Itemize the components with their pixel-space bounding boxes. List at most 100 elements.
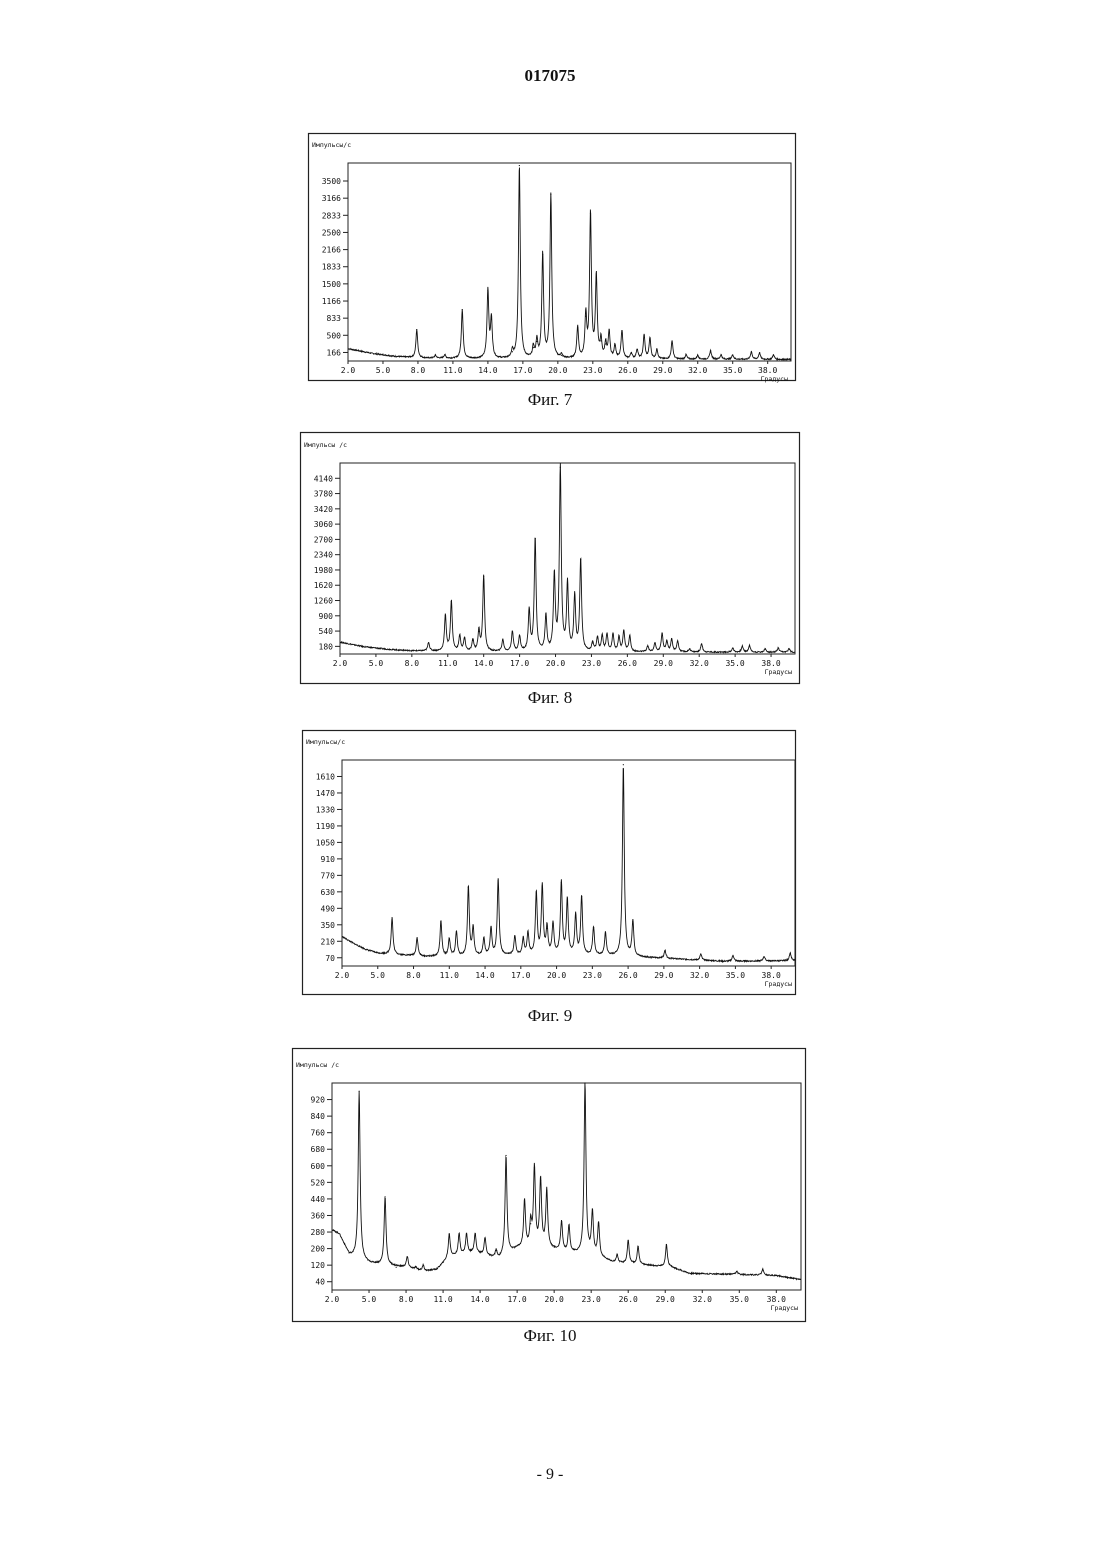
peak-point — [759, 352, 760, 353]
peak-point — [666, 641, 667, 642]
peak-point — [574, 597, 575, 598]
peak-point — [440, 921, 441, 922]
peak-point — [581, 896, 582, 897]
y-tick-label: 40 — [315, 1278, 325, 1287]
peak-point — [416, 329, 417, 330]
peak-point — [732, 354, 733, 355]
peak-point — [519, 165, 520, 166]
diffraction-trace — [342, 768, 795, 962]
figure-9: Импульсы/с161014701330119010509107706304… — [302, 730, 796, 995]
peak-point — [629, 636, 630, 637]
peak-point — [628, 1240, 629, 1241]
y-tick-label: 180 — [319, 642, 334, 651]
peak-point — [478, 631, 479, 632]
peak-point — [550, 194, 551, 195]
y-tick-label: 520 — [311, 1178, 326, 1187]
plot-area — [332, 1083, 801, 1290]
peak-point — [605, 932, 606, 933]
peak-point — [677, 641, 678, 642]
peak-point — [527, 932, 528, 933]
x-axis-title: Градусы — [761, 375, 788, 383]
peak-point — [623, 764, 624, 765]
peak-point — [451, 601, 452, 602]
diffraction-trace — [348, 168, 791, 360]
x-tick-label: 8.0 — [406, 971, 421, 980]
x-tick-label: 26.0 — [618, 366, 637, 375]
peak-point — [671, 340, 672, 341]
peak-point — [590, 213, 591, 214]
figure-frame — [293, 1049, 806, 1322]
peak-point — [449, 1234, 450, 1235]
y-tick-label: 540 — [319, 627, 334, 636]
y-tick-label: 770 — [321, 871, 336, 880]
y-tick-label: 900 — [319, 612, 334, 621]
peak-point — [584, 1082, 585, 1083]
y-tick-label: 1833 — [322, 263, 341, 272]
peak-point — [561, 355, 562, 356]
peak-point — [596, 277, 597, 278]
y-tick-label: 2340 — [314, 551, 333, 560]
x-tick-label: 20.0 — [547, 971, 566, 980]
peak-point — [644, 335, 645, 336]
peak-point — [577, 327, 578, 328]
figure-10: Импульсы /с92084076068060052044036028020… — [292, 1048, 806, 1322]
peak-point — [567, 899, 568, 900]
y-tick-label: 1980 — [314, 566, 333, 575]
x-tick-label: 14.0 — [475, 971, 494, 980]
peak-point — [491, 319, 492, 320]
peak-point — [631, 353, 632, 354]
y-tick-label: 833 — [327, 314, 342, 323]
x-tick-label: 35.0 — [730, 1295, 749, 1304]
y-tick-label: 1610 — [316, 772, 335, 781]
x-tick-label: 20.0 — [545, 1295, 564, 1304]
x-tick-label: 14.0 — [478, 366, 497, 375]
page-number: - 9 - — [0, 1466, 1100, 1484]
peak-point — [720, 354, 721, 355]
peak-point — [685, 354, 686, 355]
x-tick-label: 2.0 — [325, 1295, 340, 1304]
peak-point — [612, 634, 613, 635]
peak-point — [614, 345, 615, 346]
y-tick-label: 440 — [311, 1195, 326, 1204]
peak-point — [632, 921, 633, 922]
peak-point — [540, 1180, 541, 1181]
x-tick-label: 32.0 — [693, 1295, 712, 1304]
y-tick-label: 630 — [321, 888, 336, 897]
x-tick-label: 23.0 — [582, 1295, 601, 1304]
peak-point — [456, 931, 457, 932]
peak-point — [435, 355, 436, 356]
y-tick-label: 200 — [311, 1245, 326, 1254]
peak-point — [468, 887, 469, 888]
peak-point — [487, 290, 488, 291]
y-tick-label: 1620 — [314, 581, 333, 590]
y-tick-label: 840 — [311, 1112, 326, 1121]
x-tick-label: 14.0 — [474, 659, 493, 668]
x-tick-label: 26.0 — [619, 1295, 638, 1304]
x-tick-label: 11.0 — [438, 659, 457, 668]
peak-point — [475, 1234, 476, 1235]
peak-point — [384, 1196, 385, 1197]
peak-point — [605, 343, 606, 344]
figure-frame — [301, 433, 800, 684]
peak-point — [637, 349, 638, 350]
x-tick-label: 17.0 — [513, 366, 532, 375]
x-tick-label: 2.0 — [335, 971, 350, 980]
figure-frame — [303, 731, 796, 995]
figure-8-caption: Фиг. 8 — [0, 688, 1100, 708]
x-tick-label: 2.0 — [333, 659, 348, 668]
peak-point — [701, 643, 702, 644]
xrd-pattern-chart: Импульсы/с161014701330119010509107706304… — [302, 730, 796, 995]
x-tick-label: 8.0 — [411, 366, 426, 375]
y-tick-label: 3780 — [314, 490, 333, 499]
y-tick-label: 1190 — [316, 822, 335, 831]
peak-point — [490, 928, 491, 929]
peak-point — [617, 1254, 618, 1255]
peak-point — [778, 647, 779, 648]
y-tick-label: 1470 — [316, 789, 335, 798]
peak-point — [545, 616, 546, 617]
peak-point — [502, 639, 503, 640]
peak-point — [697, 355, 698, 356]
peak-point — [561, 1221, 562, 1222]
x-tick-label: 11.0 — [440, 971, 459, 980]
y-tick-label: 2700 — [314, 535, 333, 544]
